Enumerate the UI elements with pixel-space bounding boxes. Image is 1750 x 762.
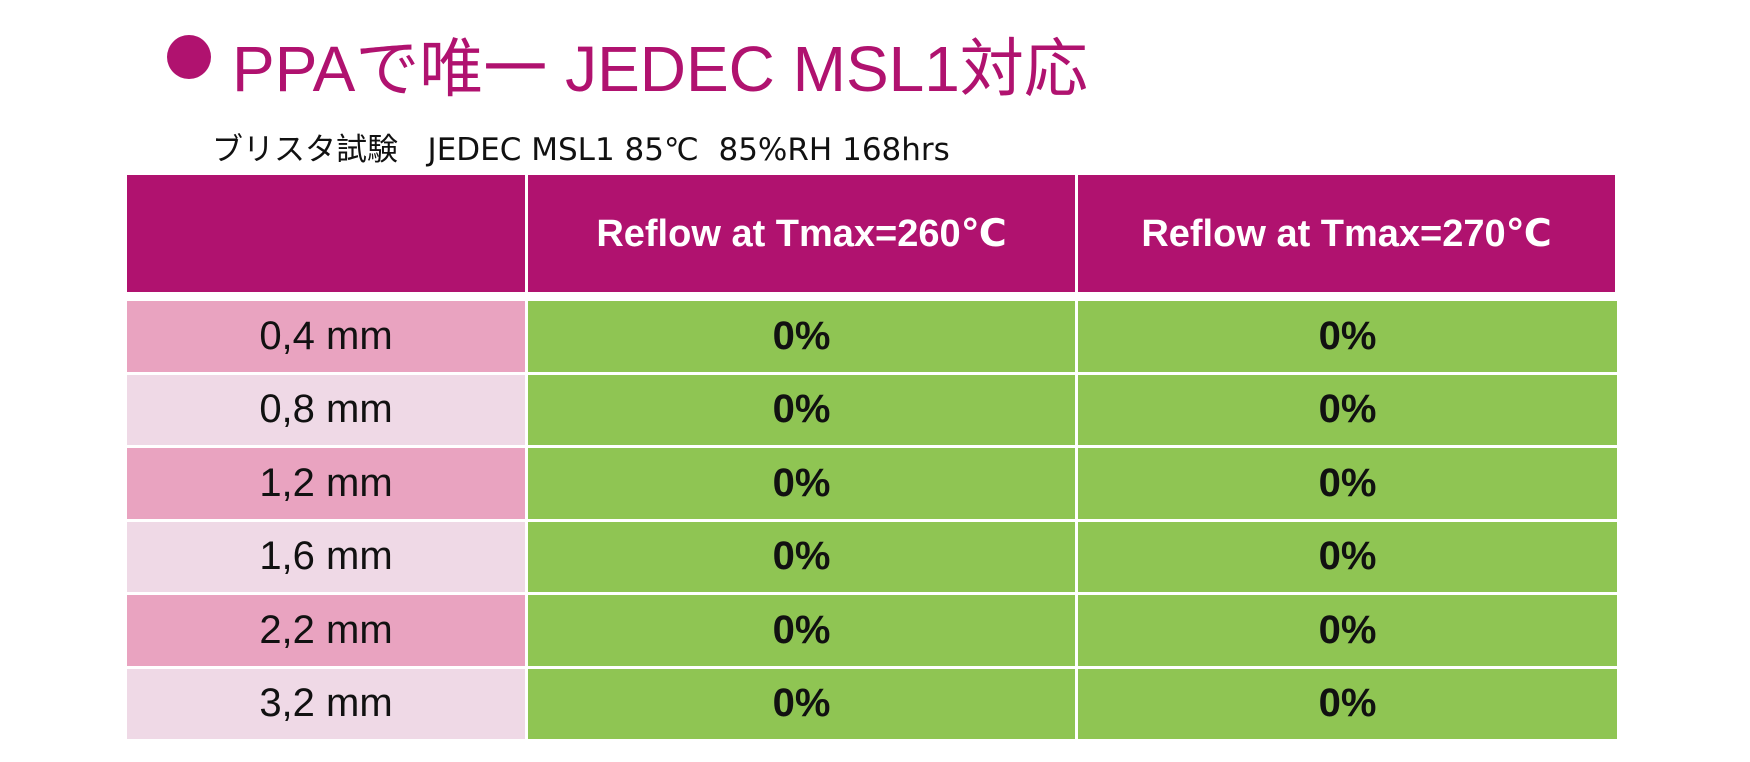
row-label: 1,6 mm (127, 521, 525, 592)
value-cell: 0% (1078, 448, 1617, 519)
value-cell: 0% (528, 595, 1075, 666)
bullet (167, 35, 211, 79)
value-cell: 0% (528, 374, 1075, 445)
header-cell (127, 175, 525, 292)
value-cell: 0% (1078, 668, 1617, 739)
row-label: 2,2 mm (127, 595, 525, 666)
row-label: 0,4 mm (127, 301, 525, 372)
column-header: Reflow at Tmax=260℃ (528, 175, 1075, 292)
value-cell: 0% (1078, 521, 1617, 592)
row-label: 1,2 mm (127, 448, 525, 519)
value-cell: 0% (528, 521, 1075, 592)
title: PPAで唯一 JEDEC MSL1対応 (232, 33, 1088, 105)
value-cell: 0% (528, 668, 1075, 739)
row-label: 0,8 mm (127, 374, 525, 445)
value-cell: 0% (528, 448, 1075, 519)
value-cell: 0% (1078, 595, 1617, 666)
subtitle: ブリスタ試験 JEDEC MSL1 85℃ 85%RH 168hrs (212, 132, 950, 168)
value-cell: 0% (1078, 301, 1617, 372)
value-cell: 0% (528, 301, 1075, 372)
value-cell: 0% (1078, 374, 1617, 445)
column-header: Reflow at Tmax=270℃ (1078, 175, 1615, 292)
row-label: 3,2 mm (127, 668, 525, 739)
